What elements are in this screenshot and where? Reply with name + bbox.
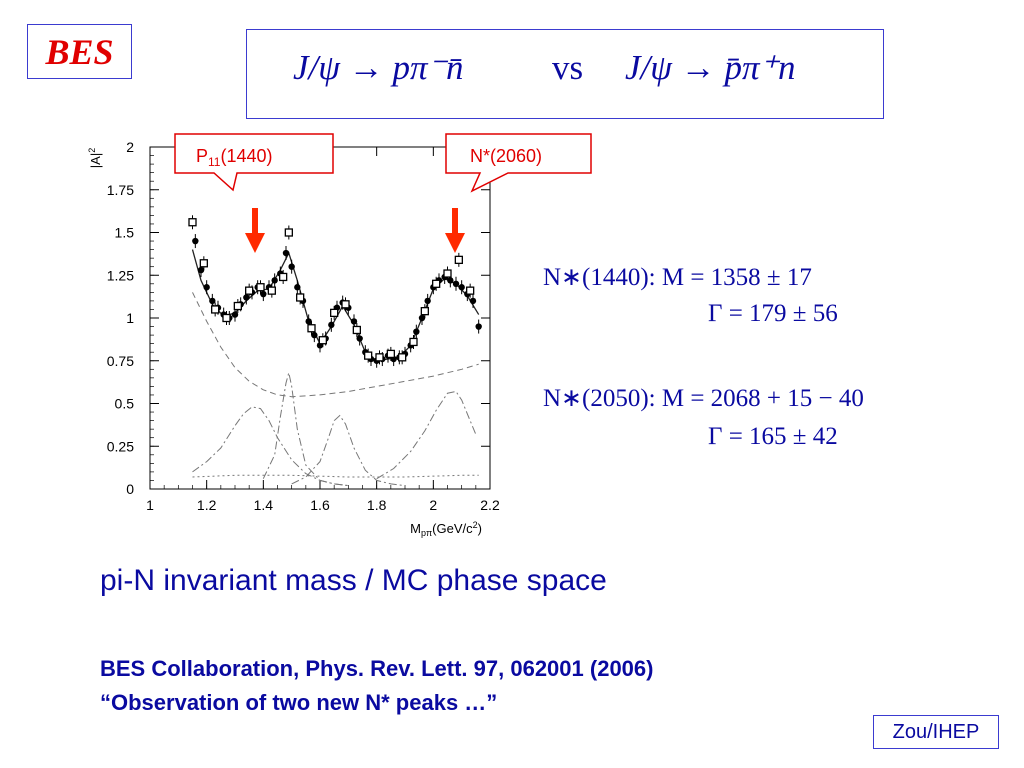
curve-dash-dot-3 <box>262 372 349 487</box>
callout-n2060: N*(2060) <box>445 133 592 193</box>
title-box: J/ψ → pπ⁻n̄ vs J/ψ → p̄π⁺n <box>246 29 884 119</box>
y-axis-label: |A|2 <box>87 148 103 168</box>
data-point-square <box>352 325 361 335</box>
y-tick-label: 2 <box>126 139 134 155</box>
data-point-circle <box>447 277 454 284</box>
data-point-square <box>279 272 288 282</box>
data-point-square <box>199 259 208 268</box>
data-point-circle <box>458 284 465 291</box>
title-left: J/ψ → pπ⁻n̄ <box>293 48 464 87</box>
reference-line2: “Observation of two new N* peaks …” <box>100 690 498 715</box>
y-tick-label: 0.5 <box>115 396 135 412</box>
x-tick-label: 2 <box>429 497 437 513</box>
data-point-square <box>432 279 441 288</box>
n1440-mass: N∗(1440): M = 1358 ± 17 <box>543 264 812 291</box>
data-point-square <box>256 283 265 292</box>
data-point-square <box>341 300 350 309</box>
y-tick-label: 1 <box>126 310 134 326</box>
x-tick-label: 1.6 <box>310 497 330 513</box>
bes-logo-box: BES <box>27 24 132 79</box>
title-vs: vs <box>552 48 584 87</box>
data-point-circle <box>424 297 431 305</box>
x-tick-label: 1.8 <box>367 497 387 513</box>
callout-p11-1440: P11(1440) <box>174 133 334 192</box>
x-tick-label: 1.2 <box>197 497 217 513</box>
data-point-square <box>318 336 327 345</box>
chart-axes: 1 1.2 1.4 1.6 1.8 2 2.2 0 0.25 0.5 0.75 1 1.25 1.5 1.7… <box>87 139 500 538</box>
chart-points <box>188 215 482 368</box>
x-axis-label: Mpπ(GeV/c2) <box>410 520 482 538</box>
callout-n2060-label: N*(2060) <box>470 146 542 166</box>
y-tick-label: 0.75 <box>107 353 134 369</box>
x-tick-label: 2.2 <box>480 497 500 513</box>
data-point-circle <box>203 284 210 291</box>
data-point-square <box>211 305 220 314</box>
data-point-circle <box>231 311 239 318</box>
reference-line1: BES Collaboration, Phys. Rev. Lett. 97, … <box>100 656 654 681</box>
y-tick-label: 1.5 <box>115 225 135 241</box>
data-point-square <box>409 337 418 347</box>
data-point-circle <box>209 297 216 305</box>
curve-dash-dot-4 <box>291 414 406 487</box>
data-point-circle <box>356 335 363 342</box>
data-point-square <box>233 301 242 311</box>
data-point-circle <box>418 314 426 322</box>
data-point-square <box>466 286 475 295</box>
curve-dashed-1 <box>192 292 479 398</box>
x-tick-label: 1.4 <box>254 497 274 513</box>
data-point-square <box>284 228 293 237</box>
data-point-square <box>454 255 463 265</box>
x-tick-label: 1 <box>146 497 154 513</box>
data-point-circle <box>328 321 335 329</box>
arrow-n2060 <box>445 208 465 253</box>
y-tick-label: 1.75 <box>107 182 134 198</box>
data-point-circle <box>452 280 460 287</box>
data-point-circle <box>192 237 199 245</box>
data-point-square <box>188 218 197 227</box>
data-point-square <box>267 286 276 295</box>
title-right: J/ψ → p̄π⁺n <box>625 48 796 87</box>
data-point-circle <box>243 294 250 301</box>
data-point-circle <box>271 277 278 284</box>
y-tick-label: 0 <box>126 481 134 497</box>
plot-frame <box>149 146 491 490</box>
data-point-circle <box>413 328 420 335</box>
data-point-square <box>398 353 407 362</box>
n2050-width: Γ = 165 ± 42 <box>708 423 838 450</box>
data-point-square <box>222 313 231 323</box>
data-point-square <box>443 269 452 278</box>
data-point-circle <box>469 297 477 305</box>
data-point-circle <box>350 318 358 325</box>
data-point-square <box>307 324 316 333</box>
data-point-square <box>330 308 339 318</box>
bes-logo: BES <box>45 31 114 72</box>
data-point-square <box>296 293 305 302</box>
data-point-circle <box>260 290 267 298</box>
data-point-circle <box>294 284 301 291</box>
arrow-p11-1440 <box>245 208 265 253</box>
data-point-square <box>420 307 429 316</box>
footer-badge: Zou/IHEP <box>873 715 999 749</box>
data-point-circle <box>288 263 295 270</box>
y-tick-label: 1.25 <box>107 267 134 283</box>
n1440-width: Γ = 179 ± 56 <box>708 300 838 327</box>
curve-dotted-6 <box>192 474 479 478</box>
data-point-square <box>245 286 254 295</box>
data-point-circle <box>305 318 312 325</box>
data-point-circle <box>475 323 482 330</box>
data-point-circle <box>282 249 290 257</box>
y-tick-label: 0.25 <box>107 438 134 454</box>
data-point-circle <box>197 266 205 274</box>
data-point-circle <box>311 331 318 339</box>
callout-p11-label: P11(1440) <box>196 146 273 169</box>
data-point-square <box>364 351 373 360</box>
data-point-square <box>375 353 384 362</box>
curve-dash-dot-5 <box>376 390 477 480</box>
subtitle: pi-N invariant mass / MC phase space <box>100 564 607 597</box>
n2050-mass: N∗(2050): M = 2068 + 15 − 40 <box>543 385 864 412</box>
data-point-square <box>386 349 395 359</box>
